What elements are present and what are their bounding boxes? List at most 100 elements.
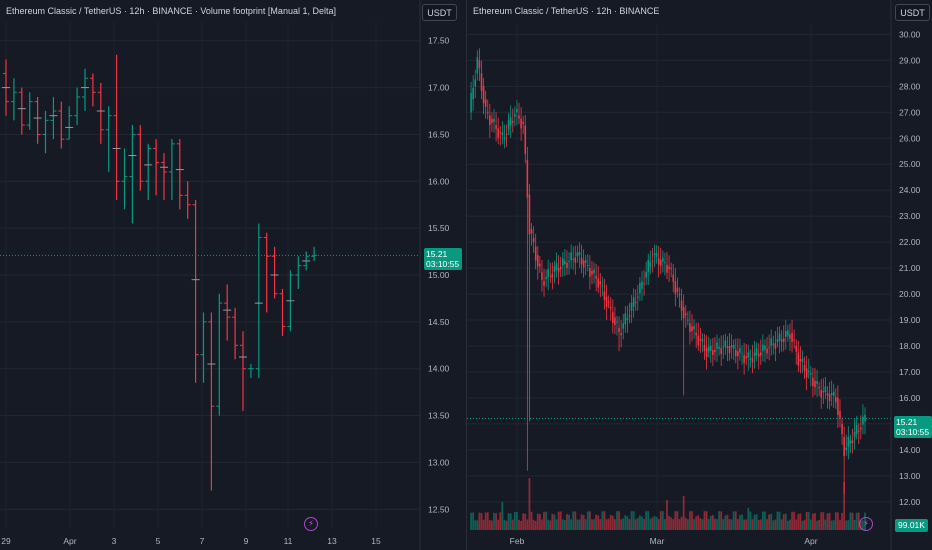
volume-bar: [534, 520, 537, 530]
candle-body: [545, 276, 547, 280]
candlestick-chart-right[interactable]: 30.00 29.00 28.00 27.00 26.00 25.00 24.00 23.00…: [467, 0, 932, 550]
candle-body: [714, 349, 716, 353]
volume-bar: [805, 511, 808, 530]
volume-bar: [636, 517, 639, 530]
y-tick-label: 14.00: [899, 445, 921, 455]
volume-bar: [699, 518, 702, 530]
volume-bar: [799, 513, 802, 530]
volume-bar: [724, 515, 727, 530]
y-tick-label: 17.00: [428, 83, 450, 93]
currency-button[interactable]: USDT: [895, 4, 930, 21]
y-tick-label: 25.00: [899, 159, 921, 169]
volume-bar: [786, 520, 789, 530]
candle-body: [837, 397, 839, 416]
candle-body: [670, 268, 672, 270]
volume-bar: [509, 513, 512, 530]
volume-bar: [472, 512, 475, 530]
volume-bar: [707, 519, 710, 530]
lightning-icon[interactable]: ⚡: [304, 517, 318, 531]
volume-bar: [624, 515, 627, 530]
volume-bar: [701, 519, 704, 530]
lightning-icon[interactable]: ⚡: [859, 517, 873, 531]
volume-bar: [732, 511, 735, 530]
candle-body: [620, 333, 622, 336]
candle-body: [701, 338, 704, 342]
candle-body: [601, 285, 604, 287]
volume-bar: [566, 514, 568, 530]
volume-bar: [491, 520, 493, 530]
candle-body: [678, 294, 681, 296]
y-tick-label: 15.00: [428, 270, 450, 280]
candle-body: [614, 317, 616, 326]
volume-bar: [526, 519, 529, 530]
candle-body: [555, 263, 558, 270]
volume-bar: [674, 511, 677, 530]
y-tick-label: 15.50: [428, 223, 450, 233]
volume-bar: [853, 519, 856, 530]
volume-bar: [657, 519, 660, 530]
candle-body: [651, 260, 654, 262]
candle-body: [737, 351, 739, 357]
candle-body: [716, 342, 718, 350]
volume-bar: [505, 520, 508, 530]
volume-bar: [782, 514, 785, 530]
volume-bar: [841, 513, 843, 530]
candle-body: [659, 259, 662, 266]
volume-bar: [557, 511, 560, 530]
volume-bar: [484, 512, 487, 530]
candle-body: [518, 115, 520, 119]
candle-body: [574, 257, 577, 263]
volume-bar: [607, 518, 610, 530]
volume-bar: [705, 511, 708, 530]
candle-body: [841, 423, 843, 435]
volume-bar: [507, 513, 510, 530]
x-tick-label: 3: [112, 536, 117, 546]
candle-body: [787, 330, 789, 336]
y-tick-label: 12.00: [899, 497, 921, 507]
candle-body: [743, 355, 745, 363]
x-tick-label: 7: [200, 536, 205, 546]
volume-bar: [501, 502, 504, 530]
candle-body: [757, 353, 760, 357]
candle-body: [849, 440, 852, 444]
candle-body: [793, 339, 795, 341]
chart-panel-right[interactable]: 30.00 29.00 28.00 27.00 26.00 25.00 24.00 23.00…: [466, 0, 932, 550]
candle-body: [524, 125, 527, 154]
candlestick-chart-left[interactable]: 17.50 17.00 16.50 16.00 15.50 15.00 14.50 14.00…: [0, 0, 466, 550]
volume-bar: [495, 513, 497, 530]
volume-bar: [555, 519, 558, 530]
volume-bar: [653, 515, 656, 530]
volume-bar: [720, 511, 723, 530]
candle-body: [822, 391, 825, 393]
candle-body: [549, 275, 552, 277]
volume-bar: [816, 520, 818, 530]
volume-bar: [818, 519, 821, 530]
chart-panel-left[interactable]: 17.50 17.00 16.50 16.00 15.50 15.00 14.50 14.00…: [0, 0, 466, 550]
volume-bar: [795, 519, 798, 530]
volume-bar: [520, 520, 523, 530]
volume-bar: [770, 513, 773, 530]
candle-body: [503, 137, 506, 139]
currency-button[interactable]: USDT: [422, 4, 457, 21]
volume-bar: [503, 519, 506, 530]
candle-body: [805, 368, 808, 378]
volume-bar: [588, 511, 591, 530]
candle-body: [551, 273, 554, 278]
candle-body: [655, 253, 658, 257]
volume-bar: [722, 519, 725, 530]
candle-body: [528, 194, 531, 235]
candle-body: [505, 133, 508, 135]
candle-body: [684, 313, 687, 316]
candle-body: [587, 265, 589, 267]
volume-bar: [784, 513, 787, 530]
candle-body: [674, 281, 677, 294]
candle-body: [741, 352, 743, 354]
candle-body: [647, 259, 650, 272]
y-tick-label: 21.00: [899, 263, 921, 273]
candle-body: [739, 348, 741, 353]
volume-bar: [709, 515, 712, 530]
volume-bar: [570, 519, 573, 530]
volume-bar: [647, 511, 650, 530]
y-tick-label: 13.00: [899, 471, 921, 481]
candle-body: [791, 333, 793, 343]
